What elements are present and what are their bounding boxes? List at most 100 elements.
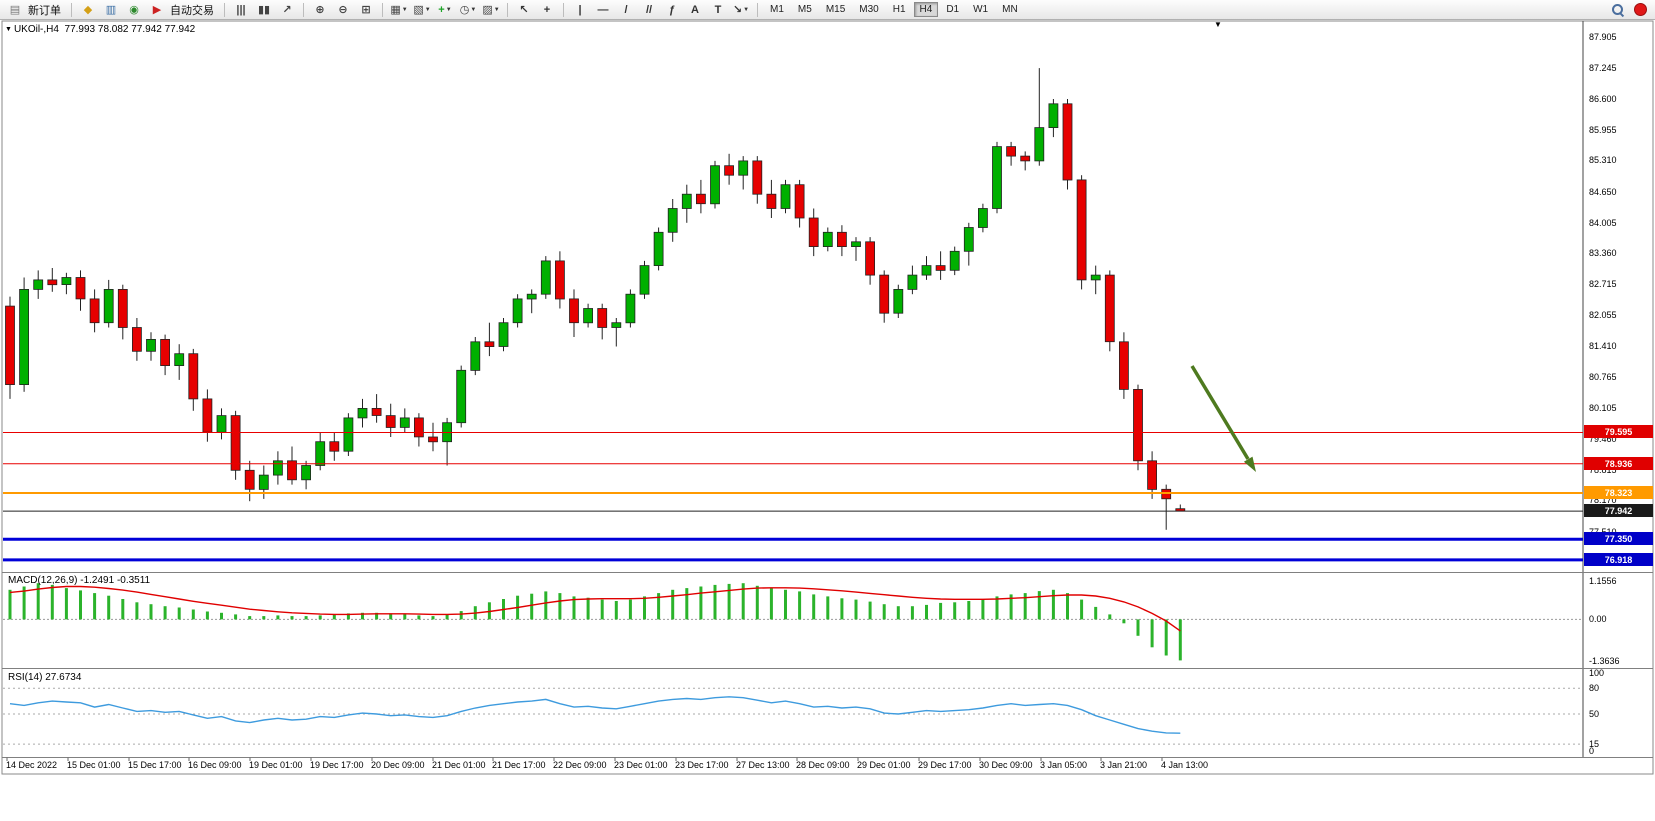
bar-chart-icon-glyph: |||: [236, 3, 246, 16]
candlestick-chart-icon[interactable]: ▮▮: [253, 1, 275, 19]
dropdown-caret-icon: ▼: [743, 6, 750, 13]
chart-window-border: [1, 20, 1654, 775]
price-axis-label: 82.055: [1589, 310, 1617, 320]
timeframe-w1[interactable]: W1: [973, 4, 989, 15]
timeframe-h4[interactable]: H4: [913, 2, 939, 17]
cursor-icon[interactable]: ↖: [513, 1, 535, 19]
text-label-icon[interactable]: T: [707, 1, 729, 19]
timeframe-group: M1 M5 M15 M30 H1 H4 D1 W1 MN: [763, 2, 1025, 17]
candlestick-series: [5, 68, 1186, 530]
trend-arrow[interactable]: [1190, 365, 1256, 472]
chart-canvas: [1, 20, 1654, 775]
timeframe-m5[interactable]: M5: [797, 4, 812, 15]
market-watch-icon-glyph: ▥: [105, 3, 117, 16]
dropdown-caret-icon: ▼: [401, 6, 408, 13]
timeframe-h1[interactable]: H1: [892, 4, 906, 15]
macd-name: MACD(12,26,9): [8, 575, 78, 586]
time-axis-label: 21 Dec 01:00: [432, 760, 486, 770]
line-chart-icon[interactable]: ↗: [276, 1, 298, 19]
price-axis-label: 78.815: [1589, 465, 1617, 475]
chart-shift-marker[interactable]: ▼: [1214, 20, 1222, 29]
vertical-line-icon[interactable]: |: [569, 1, 591, 19]
price-tag-78.936: 78.936: [1584, 457, 1653, 470]
trendline-icon[interactable]: /: [615, 1, 637, 19]
horizontal-line-icon-glyph: —: [597, 3, 609, 16]
new-chart-icon[interactable]: ▦ ▼: [388, 1, 410, 19]
price-tag-77.350: 77.350: [1584, 532, 1653, 545]
price-axis-label: 87.905: [1589, 32, 1617, 42]
text-icon[interactable]: A: [684, 1, 706, 19]
zoom-out-icon[interactable]: ⊖: [332, 1, 354, 19]
arrow-objects-icon-glyph: ↘: [732, 3, 743, 16]
line-chart-icon-glyph: ↗: [282, 3, 292, 16]
price-axis-label: 83.360: [1589, 248, 1617, 258]
macd-signal-line: [9, 585, 1181, 632]
search-icon[interactable]: [1606, 1, 1628, 19]
time-axis-label: 30 Dec 09:00: [979, 760, 1033, 770]
autotrading-icon[interactable]: ▶: [146, 1, 168, 19]
time-axis-label: 21 Dec 17:00: [492, 760, 546, 770]
periods-icon[interactable]: ◷ ▼: [457, 1, 479, 19]
trendline-icon-glyph: /: [624, 3, 628, 16]
new-order-label[interactable]: 新订单: [28, 4, 61, 17]
rsi-scale-label: 15: [1589, 739, 1600, 749]
rsi-indicator-label: RSI(14) 27.6734: [8, 672, 81, 683]
timeframe-m1[interactable]: M1: [770, 4, 784, 15]
one-click-trading-toggle[interactable]: ▼: [5, 26, 12, 33]
charts-stack-icon[interactable]: ◆: [77, 1, 99, 19]
macd-values: -1.2491 -0.3511: [80, 575, 151, 586]
data-window-icon[interactable]: ◉: [123, 1, 145, 19]
rsi-line: [9, 696, 1181, 734]
new-order-icon-glyph: ▤: [9, 3, 21, 16]
rsi-scale-label: 0: [1589, 746, 1595, 756]
timeframe-mn[interactable]: MN: [1002, 4, 1018, 15]
notification-badge[interactable]: [1629, 1, 1651, 19]
profiles-icon[interactable]: ▧ ▼: [411, 1, 433, 19]
macd-scale-label: 0.00: [1589, 614, 1607, 624]
time-axis-label: 4 Jan 13:00: [1161, 760, 1209, 770]
crosshair-icon-glyph: +: [543, 3, 551, 16]
fibonacci-icon[interactable]: ƒ: [661, 1, 683, 19]
macd-scale-label: -1.3636: [1589, 656, 1620, 666]
zoom-out-icon-glyph: ⊖: [338, 3, 348, 16]
time-axis-label: 29 Dec 01:00: [857, 760, 911, 770]
market-watch-icon[interactable]: ▥: [100, 1, 122, 19]
time-axis-label: 23 Dec 17:00: [675, 760, 729, 770]
equidistant-channel-icon[interactable]: //: [638, 1, 660, 19]
indicators-icon[interactable]: + ▼: [434, 1, 456, 19]
price-axis-label: 85.310: [1589, 155, 1617, 165]
new-order-icon[interactable]: ▤: [4, 1, 26, 19]
time-axis-label: 19 Dec 17:00: [310, 760, 364, 770]
time-axis-label: 28 Dec 09:00: [796, 760, 850, 770]
text-label-icon-glyph: T: [714, 3, 722, 16]
price-axis-label: 80.105: [1589, 403, 1617, 413]
zoom-in-icon[interactable]: ⊕: [309, 1, 331, 19]
timeframe-m15[interactable]: M15: [825, 4, 846, 15]
templates-icon[interactable]: ▨ ▼: [480, 1, 502, 19]
toolbar-separator: [507, 2, 508, 17]
arrow-objects-icon[interactable]: ↘ ▼: [730, 1, 752, 19]
toolbar-separator: [757, 2, 758, 17]
timeframe-d1[interactable]: D1: [946, 4, 960, 15]
autotrading-label[interactable]: 自动交易: [170, 4, 214, 17]
time-axis-label: 29 Dec 17:00: [918, 760, 972, 770]
time-axis-label: 22 Dec 09:00: [553, 760, 607, 770]
macd-indicator-label: MACD(12,26,9) -1.2491 -0.3511: [8, 575, 150, 586]
price-axis-label: 84.005: [1589, 218, 1617, 228]
autotrading-icon-glyph: ▶: [152, 3, 162, 16]
time-axis-label: 19 Dec 01:00: [249, 760, 303, 770]
price-axis-label: 79.460: [1589, 434, 1617, 444]
time-axis-label: 3 Jan 21:00: [1100, 760, 1148, 770]
fibonacci-icon-glyph: ƒ: [668, 3, 676, 16]
tile-windows-icon[interactable]: ⊞: [355, 1, 377, 19]
horizontal-line-icon[interactable]: —: [592, 1, 614, 19]
crosshair-icon[interactable]: +: [536, 1, 558, 19]
chart-quote-values: 77.993 78.082 77.942 77.942: [64, 24, 196, 35]
dropdown-caret-icon: ▼: [470, 6, 477, 13]
magnifier-glyph: [1611, 3, 1624, 16]
toolbar-separator: [303, 2, 304, 17]
timeframe-m30[interactable]: M30: [859, 4, 879, 15]
time-axis-label: 15 Dec 17:00: [128, 760, 182, 770]
time-axis-label: 27 Dec 13:00: [736, 760, 790, 770]
bar-chart-icon[interactable]: |||: [230, 1, 252, 19]
